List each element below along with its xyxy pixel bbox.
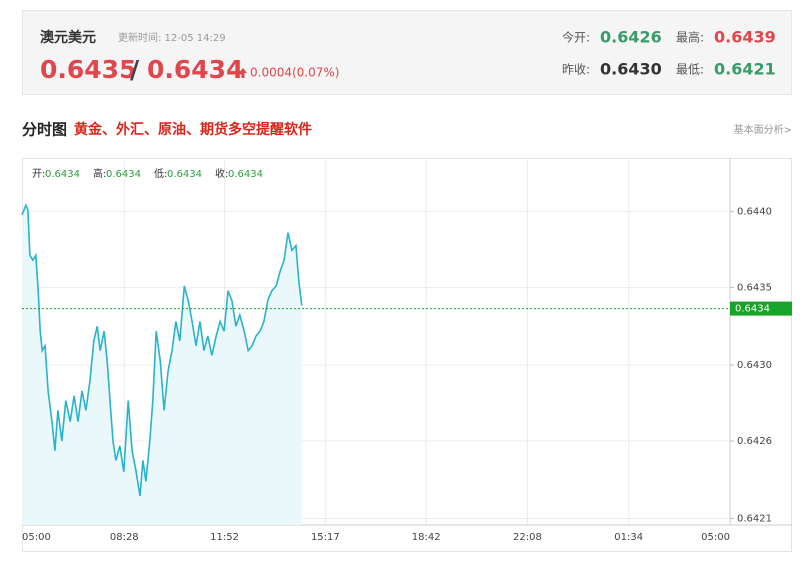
ohlc-value: 0.6434 xyxy=(167,169,202,180)
ohlc-label: 开: xyxy=(32,169,45,180)
x-tick-label: 05:00 xyxy=(22,532,51,543)
up-arrow xyxy=(239,68,247,78)
analysis-link[interactable]: 基本面分析> xyxy=(734,123,792,136)
x-tick-label: 22:08 xyxy=(513,532,542,543)
y-tick-label: 0.6435 xyxy=(737,283,772,294)
stat-value: 0.6439 xyxy=(714,28,776,47)
stat-label: 最高: xyxy=(676,30,704,45)
stat-value: 0.6421 xyxy=(714,60,776,79)
quote-panel xyxy=(22,10,792,95)
price-change: 0.0004(0.07%) xyxy=(250,66,339,80)
ohlc-value: 0.6434 xyxy=(45,169,80,180)
ohlc-value: 0.6434 xyxy=(228,169,263,180)
stat-value: 0.6430 xyxy=(600,60,662,79)
stat-label: 今开: xyxy=(562,30,590,45)
stats: 今开: 0.6426 最高: 0.6439 昨收: 0.6430 最低: 0.6421 xyxy=(562,28,776,79)
section-title: 分时图 xyxy=(22,121,67,139)
x-tick-label: 15:17 xyxy=(311,532,340,543)
price-line xyxy=(21,203,303,497)
ask-price: 0.6434 xyxy=(147,55,243,84)
x-tick-label: 08:28 xyxy=(110,532,139,543)
stat-value: 0.6426 xyxy=(600,28,662,47)
plot: 0.6421 0.6426 0.6430 0.6435 0.6440 05:00 08:28… xyxy=(21,158,792,543)
update-time: 更新时间: 12-05 14:29 xyxy=(118,31,226,44)
x-tick-label: 05:00 xyxy=(701,532,730,543)
x-tick-label: 11:52 xyxy=(210,532,239,543)
y-tick-label: 0.6430 xyxy=(737,360,772,371)
current-price-label: 0.6434 xyxy=(735,304,770,315)
symbol-title: 澳元美元 xyxy=(40,29,96,46)
ohlc-label: 低: xyxy=(154,167,167,180)
stat-label: 昨收: xyxy=(562,63,590,77)
x-tick-label: 01:34 xyxy=(614,532,643,543)
price-separator: / xyxy=(130,55,140,84)
ohlc-label: 收: xyxy=(215,167,228,180)
stat-label: 最低: xyxy=(676,63,704,77)
y-tick-label: 0.6421 xyxy=(737,514,772,525)
y-tick-label: 0.6426 xyxy=(737,436,772,447)
promo-link[interactable]: 黄金、外汇、原油、期货多空提醒软件 xyxy=(74,121,312,138)
x-tick-label: 18:42 xyxy=(412,532,441,543)
bid-price: 0.6435 xyxy=(40,55,136,84)
ohlc-value: 0.6434 xyxy=(106,169,141,180)
y-tick-label: 0.6440 xyxy=(737,207,772,218)
ohlc-label: 高: xyxy=(93,167,106,180)
current-price-tag xyxy=(730,301,792,316)
price-area xyxy=(22,205,302,525)
